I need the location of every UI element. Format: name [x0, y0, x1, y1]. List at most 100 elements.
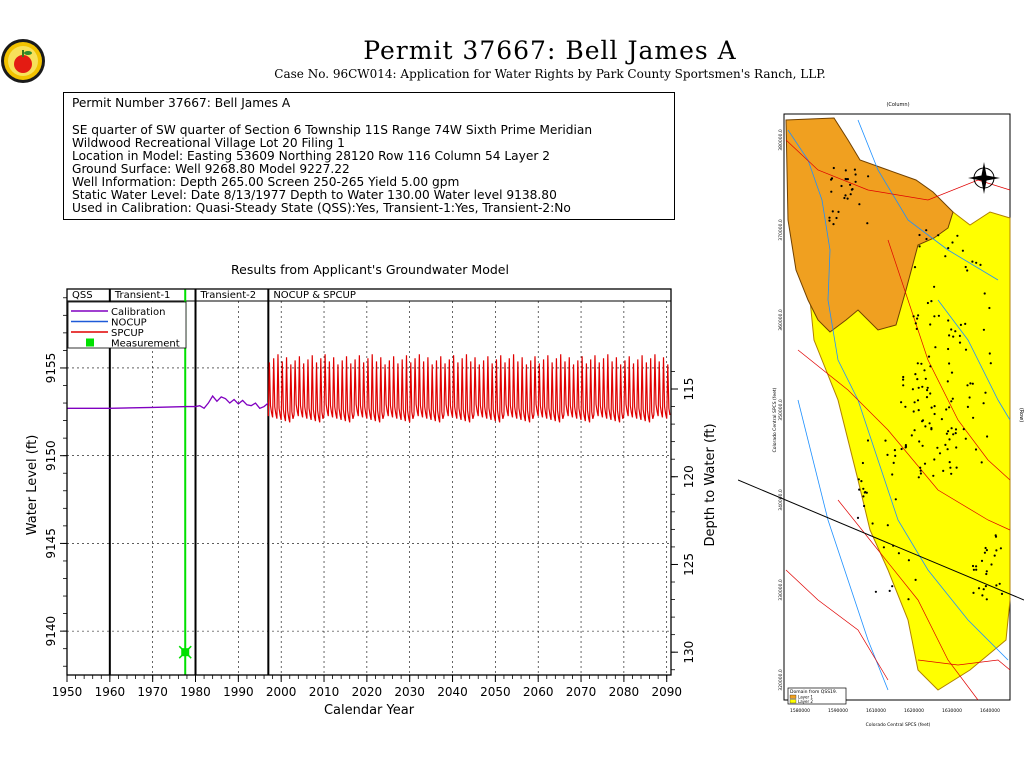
well-marker	[919, 469, 922, 472]
map-axis-ticks: 1580000 1590000 1610000 1620000 1630000 16400…	[778, 129, 1000, 714]
well-marker	[917, 476, 920, 479]
well-marker	[948, 461, 951, 464]
well-marker	[980, 461, 983, 464]
well-marker	[854, 180, 857, 183]
well-marker	[958, 334, 961, 337]
well-marker	[866, 222, 869, 225]
well-marker	[950, 427, 953, 430]
well-marker	[831, 210, 834, 213]
well-marker	[944, 443, 947, 446]
well-marker	[900, 401, 903, 404]
well-marker	[999, 547, 1002, 550]
info-line: Used in Calibration: Quasi-Steady State …	[72, 201, 571, 215]
well-marker	[849, 183, 852, 186]
well-marker	[912, 410, 915, 413]
well-marker	[948, 406, 951, 409]
state-apple-logo	[1, 39, 45, 83]
well-marker	[921, 420, 924, 423]
well-marker	[952, 433, 955, 436]
legend-label: Measurement	[111, 339, 180, 350]
well-marker	[982, 588, 985, 591]
well-marker	[902, 375, 905, 379]
axes: 1950 1960 1970 1980 1990 2000 2010 2020 2030 2040…	[44, 288, 696, 699]
well-marker	[933, 458, 936, 461]
y-tick-label: 9145	[44, 528, 58, 559]
x-tick-label: 2060	[523, 685, 554, 699]
measurement-point-cross	[178, 645, 192, 659]
well-marker	[882, 546, 885, 549]
well-marker	[966, 384, 969, 387]
well-marker	[874, 590, 877, 593]
well-marker	[840, 184, 843, 188]
well-marker	[937, 234, 940, 237]
y-right-tick-label: 125	[682, 553, 696, 576]
well-marker	[891, 473, 894, 476]
well-marker	[972, 591, 975, 594]
plot-frame	[66, 288, 672, 676]
well-marker	[830, 177, 834, 180]
well-marker	[984, 546, 987, 550]
well-marker	[948, 438, 951, 441]
well-marker	[914, 373, 917, 376]
well-marker	[942, 469, 945, 472]
well-marker	[914, 578, 917, 581]
well-marker	[966, 405, 969, 408]
period-label: QSS	[72, 290, 93, 301]
permit-number-line: Permit Number 37667: Bell James A	[72, 96, 291, 110]
well-marker	[843, 196, 846, 200]
y-tick-label: 9155	[44, 353, 58, 384]
well-marker	[916, 399, 920, 402]
well-marker	[835, 216, 838, 220]
period-label: Transient-1	[114, 290, 171, 301]
well-marker	[828, 219, 831, 222]
well-marker	[994, 535, 998, 538]
well-marker	[849, 193, 852, 196]
well-marker	[950, 400, 953, 403]
series-calibration	[67, 394, 269, 410]
well-marker	[954, 432, 957, 435]
x-tick-label: 2050	[480, 685, 511, 699]
y-axis-right-label: Depth to Water (ft)	[703, 423, 718, 546]
map-right-label: (Row)	[1018, 408, 1024, 422]
well-marker	[897, 552, 900, 555]
well-marker	[884, 439, 887, 442]
well-marker	[929, 323, 932, 326]
well-marker	[950, 472, 953, 475]
well-marker	[952, 335, 955, 338]
y-right-tick-label: 130	[682, 641, 696, 664]
well-marker	[955, 446, 958, 449]
legend-label: Calibration	[111, 307, 165, 318]
well-marker	[988, 352, 991, 355]
map-x-tick-label: 1640000	[980, 708, 1000, 714]
well-marker	[853, 168, 856, 171]
well-marker	[926, 386, 929, 389]
well-marker	[947, 247, 950, 250]
well-marker	[904, 445, 908, 448]
well-marker	[913, 429, 916, 432]
well-marker	[866, 439, 870, 442]
well-marker	[989, 362, 992, 365]
grid	[67, 301, 671, 675]
well-marker	[951, 397, 954, 400]
well-marker	[867, 175, 870, 178]
well-marker	[966, 269, 969, 272]
map-y-tick-label: 330000.0	[778, 579, 784, 601]
well-marker	[907, 559, 910, 562]
well-marker	[921, 385, 924, 388]
well-marker	[828, 216, 831, 219]
well-marker	[975, 261, 978, 264]
x-tick-label: 2070	[566, 685, 597, 699]
x-tick-label: 2020	[352, 685, 383, 699]
well-marker	[919, 466, 922, 469]
well-marker	[972, 568, 975, 571]
well-marker	[985, 549, 988, 552]
well-marker	[904, 405, 907, 408]
y-tick-label: 9140	[44, 616, 58, 647]
well-marker	[964, 348, 968, 351]
well-marker	[830, 190, 833, 193]
well-marker	[951, 241, 954, 244]
info-line: Location in Model: Easting 53609 Northin…	[72, 149, 550, 163]
well-marker	[914, 322, 917, 325]
well-marker	[940, 418, 943, 421]
well-marker	[983, 551, 986, 554]
